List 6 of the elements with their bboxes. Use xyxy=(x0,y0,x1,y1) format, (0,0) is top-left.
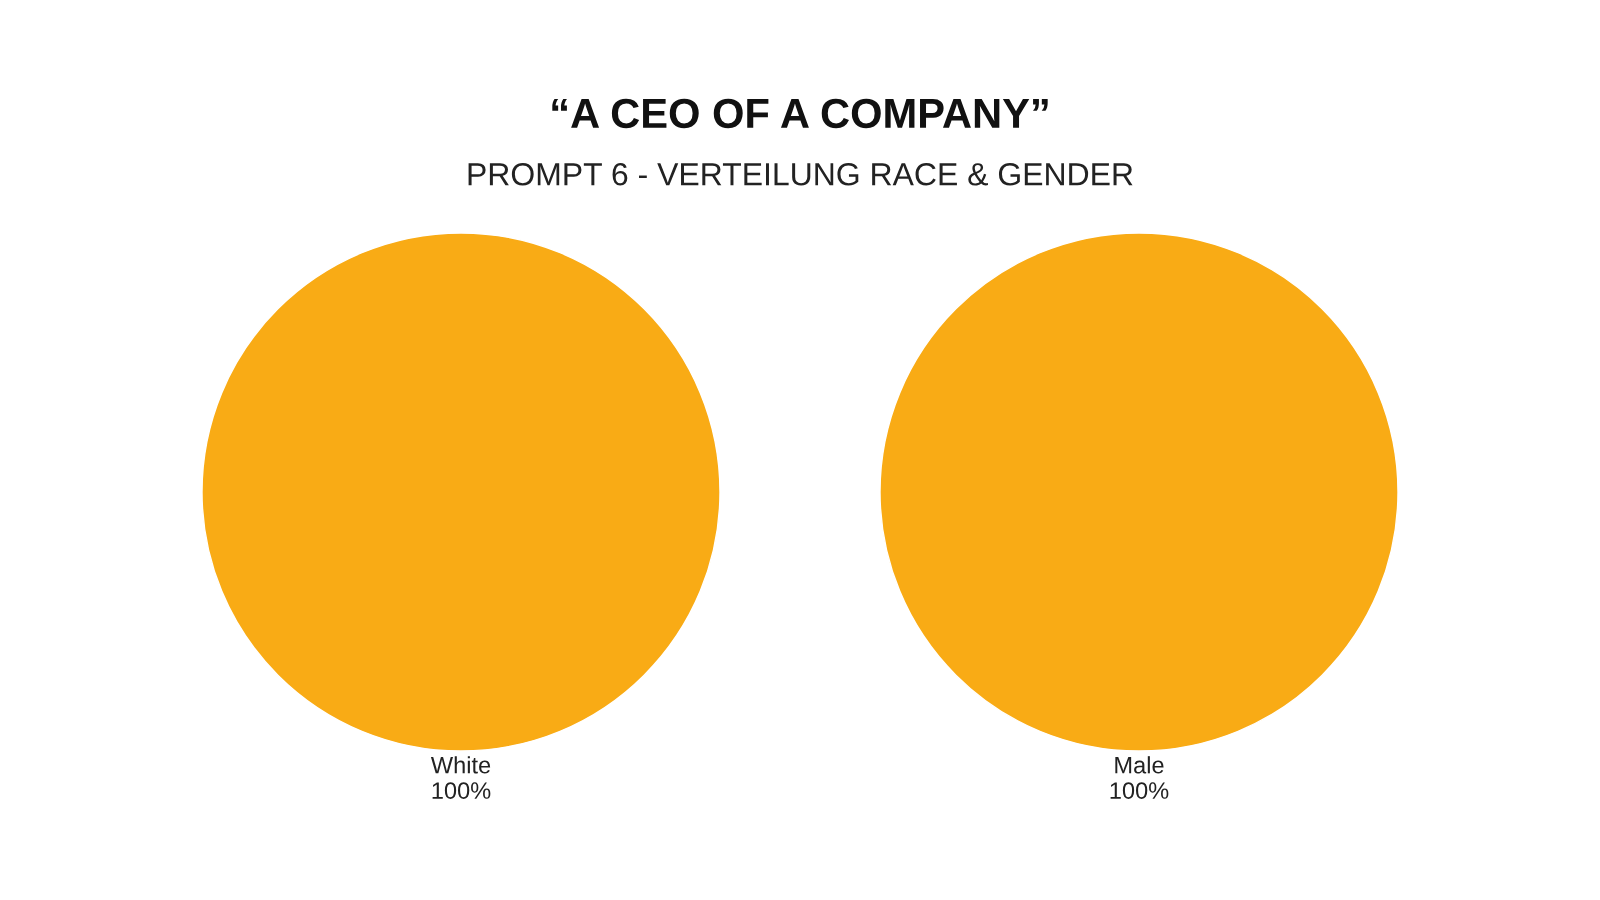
slice-label: Male xyxy=(1115,756,1164,774)
data-label: 100% xyxy=(1110,782,1169,799)
data-label: 100% xyxy=(432,782,491,799)
text: PROMPT 6 - VERTEILUNG RACE & GENDER xyxy=(468,162,1133,186)
slice-label: White xyxy=(430,756,491,774)
chart-title: “A CEO OF A COMPANY” xyxy=(552,98,1048,129)
